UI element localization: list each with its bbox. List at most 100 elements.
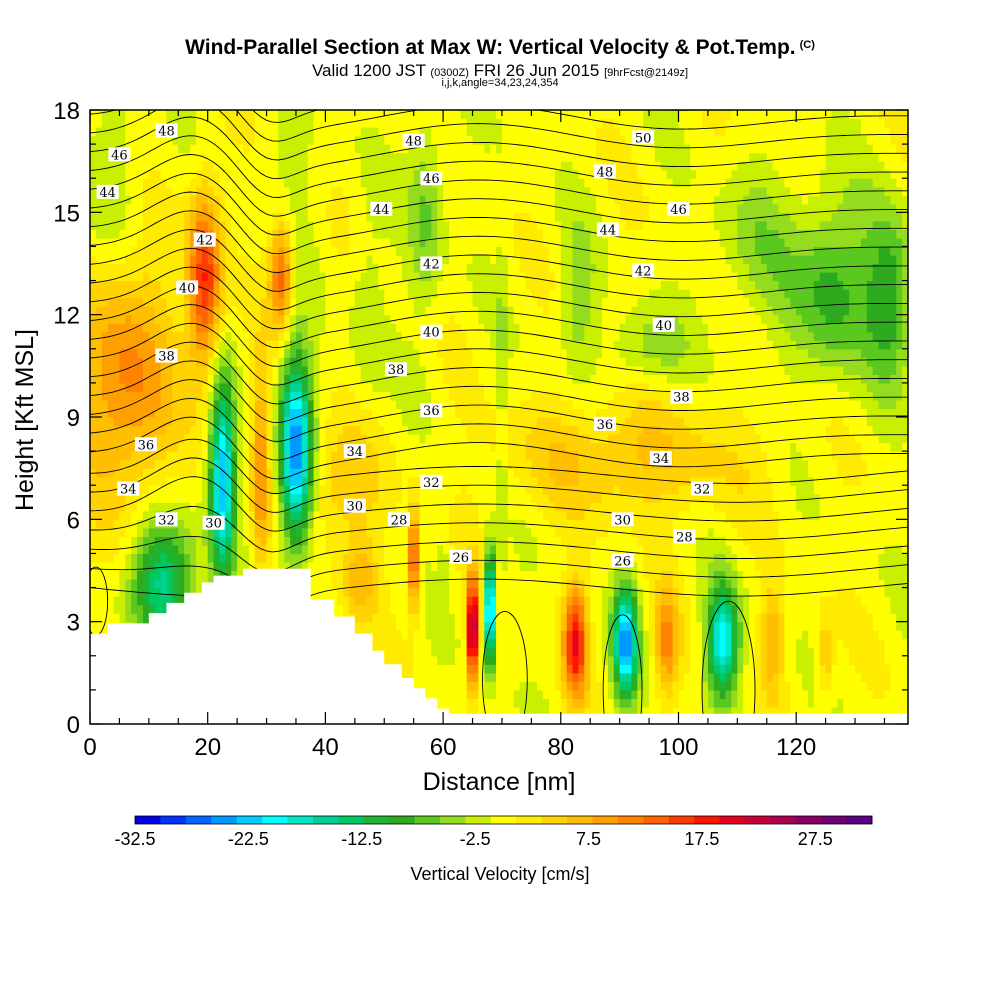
- contour-labels: 48 46 44 42 40 38 36 34 32 30 48 46 44 42 40 38 36 34 32 30…: [96, 123, 714, 569]
- contour-label: 42: [193, 232, 216, 249]
- contour-label-text: 44: [99, 186, 116, 201]
- contour-label-text: 42: [196, 234, 213, 249]
- colorbar-swatch: [363, 816, 390, 824]
- y-axis-label: Height [Kft MSL]: [11, 329, 39, 511]
- contour-label-text: 44: [600, 223, 617, 238]
- contour-label-text: 44: [373, 203, 390, 218]
- contour-label-text: 32: [694, 483, 711, 498]
- colorbar-swatch: [160, 816, 187, 824]
- contour-label: 34: [649, 450, 672, 467]
- contour-label-text: 48: [158, 124, 175, 139]
- colorbar-label: Vertical Velocity [cm/s]: [410, 864, 589, 884]
- valid-time: Valid 1200 JST: [311, 61, 426, 80]
- y-tick-label: 6: [67, 507, 80, 534]
- contour-label: 38: [670, 389, 693, 406]
- contour-label-text: 42: [635, 264, 652, 279]
- valid-utc: (0300Z): [430, 67, 469, 79]
- contour-label-text: 48: [405, 135, 422, 150]
- contour-label-text: 32: [423, 476, 440, 491]
- contour-label: 42: [420, 256, 443, 273]
- contour-label: 26: [449, 549, 472, 566]
- contour-label: 28: [387, 512, 410, 528]
- valid-date: FRI 26 Jun 2015: [473, 61, 600, 80]
- colorbar-swatch: [312, 816, 339, 824]
- contour-label-text: 36: [138, 438, 155, 453]
- contour-label: 50: [632, 130, 655, 146]
- contour-label: 30: [202, 515, 225, 532]
- plot-area: 48 46 44 42 40 38 36 34 32 30 48 46 44 42 40 38 36 34 32 30…: [90, 110, 908, 724]
- colorbar-swatch: [643, 816, 670, 824]
- colorbar-swatch: [617, 816, 644, 824]
- y-tick-label: 12: [53, 303, 80, 330]
- contour-label: 36: [134, 437, 157, 453]
- contour-label: 46: [667, 201, 690, 218]
- contour-label: 30: [343, 498, 366, 515]
- colorbar-tick-label: -12.5: [341, 829, 382, 849]
- terrain-mask: [90, 568, 908, 724]
- contour-label-text: 30: [205, 517, 222, 532]
- contour-label-text: 40: [179, 281, 196, 296]
- contour-label-text: 30: [347, 500, 364, 515]
- contour-label-text: 48: [597, 165, 614, 180]
- colorbar-tick-label: 27.5: [798, 829, 833, 849]
- contour-label-text: 26: [452, 551, 469, 566]
- colorbar-swatch: [236, 816, 263, 824]
- forecast-info: [9hrFcst@2149z]: [604, 67, 689, 79]
- x-tick-label: 40: [312, 734, 339, 761]
- contour-label: 30: [611, 512, 634, 528]
- colorbar-swatch: [262, 816, 288, 824]
- colorbar-swatch: [846, 816, 873, 824]
- contour-label-text: 28: [391, 513, 408, 528]
- chart-subtitle: Valid 1200 JST (0300Z) FRI 26 Jun 2015 […: [0, 61, 1000, 81]
- contour-label-text: 46: [111, 148, 128, 163]
- contour-label-text: 34: [347, 445, 364, 460]
- contour-label-text: 50: [635, 131, 652, 146]
- contour-label: 48: [402, 133, 425, 150]
- contour-label: 40: [420, 324, 443, 341]
- colorbar-swatch: [211, 816, 238, 824]
- colorbar-swatch: [287, 816, 314, 824]
- contour-label-text: 46: [423, 172, 440, 187]
- contour-label-text: 40: [423, 326, 440, 341]
- contour-label: 46: [108, 147, 131, 163]
- contour-label-text: 46: [670, 203, 687, 218]
- contour-label: 26: [611, 553, 634, 569]
- contour-label-text: 32: [158, 513, 175, 528]
- contour-label: 48: [593, 164, 616, 180]
- colorbar-swatch: [567, 816, 593, 824]
- colorbar-swatch: [490, 816, 517, 824]
- contour-label: 44: [596, 222, 619, 238]
- colorbar-tick-label: 17.5: [684, 829, 719, 849]
- copyright-mark: (C): [799, 39, 815, 51]
- contour-label-text: 38: [158, 350, 175, 365]
- contour-label-text: 38: [388, 363, 405, 378]
- x-tick-label: 80: [547, 734, 574, 761]
- contour-label-text: 38: [673, 391, 690, 406]
- chart-title-main: Wind-Parallel Section at Max W: Vertical…: [185, 36, 796, 59]
- colorbar-swatch: [795, 816, 822, 824]
- theta-contours: [90, 110, 908, 724]
- contour-label: 32: [420, 474, 443, 491]
- colorbar-swatch: [185, 816, 212, 824]
- x-axis: 0 20 40 60 80 100 120: [83, 110, 886, 761]
- contour-label: 38: [155, 348, 178, 365]
- colorbar-swatch: [744, 816, 771, 824]
- contour-label-text: 36: [423, 404, 440, 419]
- y-tick-label: 9: [67, 405, 80, 432]
- colorbar-tick-label: -22.5: [228, 829, 269, 849]
- x-tick-label: 120: [776, 734, 816, 761]
- x-tick-label: 20: [194, 734, 221, 761]
- contour-label: 28: [673, 529, 696, 545]
- colorbar-swatch: [465, 816, 492, 824]
- colorbar-swatch: [516, 816, 543, 824]
- contour-label: 38: [385, 362, 408, 378]
- y-tick-label: 18: [53, 98, 80, 125]
- contour-label: 42: [632, 263, 655, 279]
- contour-label-text: 30: [614, 513, 631, 528]
- colorbar-swatch: [135, 816, 161, 824]
- contour-label: 46: [420, 171, 443, 187]
- colorbar-swatch: [541, 816, 568, 824]
- contour-label-text: 34: [653, 452, 670, 467]
